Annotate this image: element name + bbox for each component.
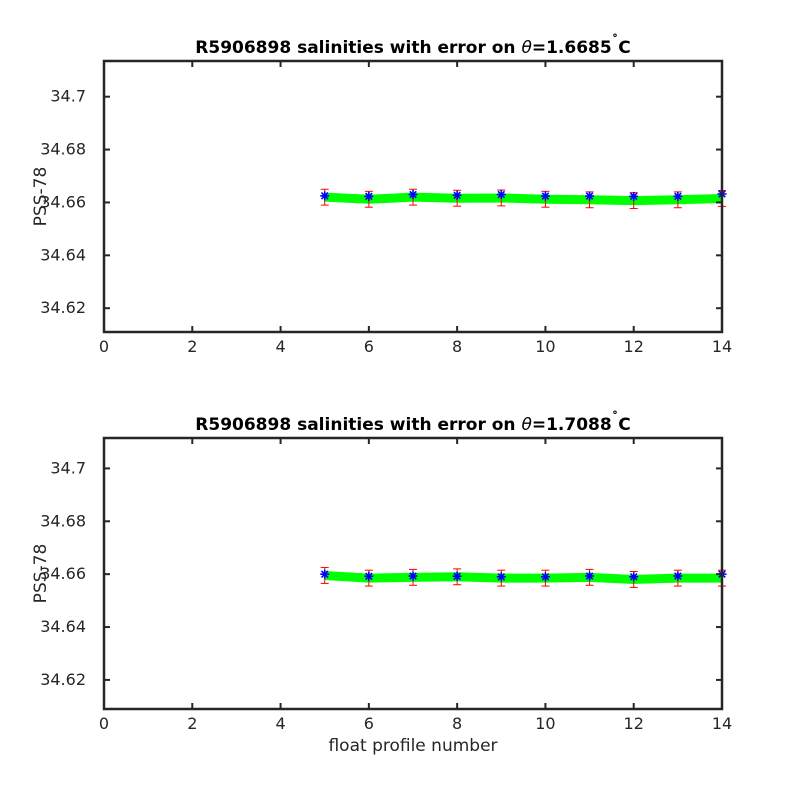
float-salinity-point	[496, 190, 506, 200]
x-tick-label: 4	[275, 714, 285, 733]
x-tick-label: 8	[452, 714, 462, 733]
float-salinity-point	[540, 191, 550, 201]
float-salinity-point	[408, 190, 418, 200]
x-axis-label: float profile number	[328, 736, 497, 756]
x-tick-label: 12	[624, 337, 644, 356]
float-salinity-point	[320, 569, 330, 579]
chart-title-symbol: θ	[521, 38, 532, 58]
x-tick-label: 2	[187, 337, 197, 356]
marker-stroke	[585, 572, 594, 580]
marker-stroke	[541, 572, 550, 581]
y-tick-label: 34.7	[50, 458, 86, 477]
marker-stroke	[453, 572, 461, 581]
marker-stroke	[453, 191, 461, 200]
chart-title: R5906898 salinities with error on θ=1.70…	[195, 410, 630, 435]
chart-panel-1: R5906898 salinities with error on θ=1.66…	[31, 33, 732, 356]
chart-title-prefix: R5906898 salinities with error on	[195, 38, 521, 58]
x-tick-label: 0	[99, 714, 109, 733]
climatology-series-line	[324, 570, 722, 584]
chart-title-value: =1.7088	[532, 415, 612, 435]
float-salinity-point	[585, 571, 595, 581]
float-salinity-point	[408, 571, 418, 581]
float-salinity-point	[673, 571, 683, 581]
chart-title-degree: ˚	[612, 410, 619, 426]
float-salinity-point	[320, 191, 330, 201]
marker-stroke	[497, 572, 506, 581]
marker-stroke	[409, 190, 417, 199]
marker-stroke	[629, 192, 638, 201]
marker-stroke	[320, 570, 329, 578]
x-tick-label: 10	[535, 337, 555, 356]
y-tick-label: 34.68	[40, 511, 86, 530]
x-tick-label: 4	[275, 337, 285, 356]
chart-title-unit: C	[618, 415, 630, 435]
x-tick-label: 0	[99, 337, 109, 356]
float-salinity-point	[585, 191, 595, 201]
chart-title-value: =1.6685	[532, 38, 612, 58]
float-salinity-point	[364, 191, 374, 201]
y-axis-label: PSS-78	[31, 544, 51, 604]
marker-stroke	[365, 572, 373, 581]
float-salinity-point	[452, 571, 462, 581]
y-tick-label: 34.68	[40, 140, 86, 159]
marker-stroke	[320, 192, 329, 200]
marker-stroke	[365, 192, 373, 201]
y-tick-label: 34.66	[40, 564, 86, 583]
chart-title: R5906898 salinities with error on θ=1.66…	[195, 33, 630, 58]
marker-stroke	[409, 572, 417, 580]
marker-stroke	[674, 192, 682, 201]
y-tick-label: 34.62	[40, 670, 86, 689]
y-tick-label: 34.64	[40, 617, 86, 636]
float-salinity-point	[452, 190, 462, 200]
x-tick-label: 14	[712, 714, 732, 733]
x-tick-label: 6	[364, 714, 374, 733]
chart-title-prefix: R5906898 salinities with error on	[195, 415, 521, 435]
chart-title-symbol: θ	[521, 415, 532, 435]
marker-stroke	[541, 192, 550, 200]
x-tick-label: 6	[364, 337, 374, 356]
marker-stroke	[674, 572, 682, 580]
x-tick-label: 8	[452, 337, 462, 356]
float-salinity-point	[629, 191, 639, 201]
chart-panel-2: R5906898 salinities with error on θ=1.70…	[31, 410, 732, 756]
y-tick-label: 34.7	[50, 87, 86, 106]
x-tick-label: 14	[712, 337, 732, 356]
float-salinity-point	[364, 571, 374, 581]
y-tick-label: 34.66	[40, 192, 86, 211]
float-salinity-point	[496, 572, 506, 582]
chart-title-unit: C	[618, 38, 630, 58]
x-tick-label: 12	[624, 714, 644, 733]
y-tick-label: 34.64	[40, 245, 86, 264]
y-axis-label: PSS-78	[31, 167, 51, 227]
y-tick-label: 34.62	[40, 298, 86, 317]
float-salinity-point	[540, 572, 550, 582]
marker-stroke	[497, 190, 506, 199]
climatology-series-line	[324, 192, 723, 206]
axes-frame	[102, 59, 724, 334]
marker-stroke	[629, 572, 638, 581]
float-salinity-point	[673, 191, 683, 201]
marker-stroke	[585, 192, 594, 200]
x-tick-label: 2	[187, 714, 197, 733]
chart-title-degree: ˚	[612, 33, 619, 49]
x-tick-label: 10	[535, 714, 555, 733]
float-salinity-point	[629, 572, 639, 582]
panels: R5906898 salinities with error on θ=1.66…	[31, 33, 732, 756]
